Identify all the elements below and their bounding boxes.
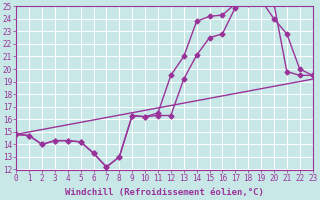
X-axis label: Windchill (Refroidissement éolien,°C): Windchill (Refroidissement éolien,°C) — [65, 188, 264, 197]
